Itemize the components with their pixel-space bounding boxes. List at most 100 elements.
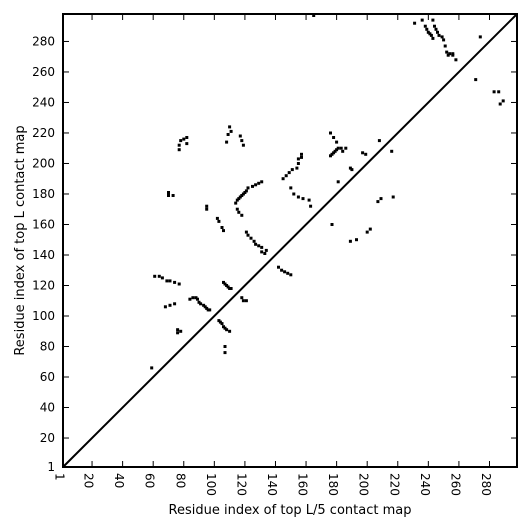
contact-point	[260, 245, 264, 249]
contact-point	[442, 38, 446, 42]
contact-point	[171, 194, 175, 197]
contact-point	[182, 137, 186, 141]
contact-point	[196, 297, 199, 301]
contact-point	[376, 200, 380, 204]
contact-point	[203, 305, 207, 309]
contact-point	[365, 230, 369, 234]
contact-point	[243, 191, 247, 194]
y-tick-label: 140	[32, 248, 55, 262]
contact-point	[257, 181, 261, 185]
contact-point	[300, 152, 303, 156]
contact-point	[244, 230, 248, 234]
contact-point	[281, 177, 285, 181]
contact-point	[225, 140, 229, 144]
plot-frame	[62, 13, 518, 468]
contact-point	[220, 322, 224, 326]
contact-point	[185, 142, 189, 146]
contact-point	[329, 131, 332, 135]
contact-point	[431, 36, 435, 40]
contact-points	[150, 14, 505, 370]
contact-point	[420, 18, 424, 22]
contact-point	[436, 30, 439, 34]
y-axis-title: Residue index of top L contact map	[13, 125, 28, 355]
x-tick-label: 40	[112, 473, 126, 488]
contact-point	[429, 33, 433, 37]
contact-point	[260, 250, 264, 254]
contact-point	[246, 186, 250, 190]
contact-point	[390, 149, 394, 153]
contact-point	[252, 239, 256, 243]
contact-point	[257, 244, 261, 248]
contact-point	[202, 303, 206, 307]
contact-point	[448, 52, 452, 56]
x-tick-label: 80	[173, 473, 187, 488]
contact-point	[289, 186, 293, 190]
x-tick-label: 140	[265, 473, 279, 496]
contact-point	[426, 30, 430, 34]
contact-point	[425, 27, 429, 31]
contact-point	[301, 197, 305, 201]
contact-point	[335, 140, 339, 144]
y-tick-label: 160	[32, 217, 55, 231]
contact-point	[240, 213, 244, 217]
x-tick-label: 260	[448, 473, 462, 496]
contact-point	[205, 204, 209, 208]
x-tick-label: 60	[143, 473, 157, 488]
contact-point	[348, 239, 352, 243]
contact-point	[241, 143, 245, 147]
y-tick-label: 40	[40, 401, 55, 415]
contact-point	[474, 78, 478, 82]
y-tick-label: 180	[32, 187, 55, 201]
y-tick-label: 60	[40, 370, 55, 384]
contact-point	[377, 139, 381, 143]
contact-point	[501, 99, 505, 103]
x-axis-title: Residue index of top L/5 contact map	[169, 503, 412, 518]
contact-point	[263, 252, 267, 255]
contact-point	[150, 366, 154, 370]
contact-point	[443, 44, 447, 48]
contact-point	[208, 308, 212, 312]
contact-point	[333, 149, 337, 153]
contact-point	[240, 296, 244, 300]
contact-point	[307, 198, 311, 202]
contact-point	[179, 139, 183, 143]
contact-point	[355, 238, 358, 242]
contact-point	[163, 305, 167, 309]
contact-point	[222, 229, 225, 233]
contact-point	[157, 274, 161, 278]
contact-point	[498, 102, 502, 106]
contact-point	[215, 216, 219, 220]
contact-point	[249, 236, 253, 240]
y-tick-label: 100	[32, 309, 55, 323]
contact-point	[364, 152, 368, 156]
contact-point	[497, 90, 501, 94]
contact-point	[240, 139, 244, 143]
contact-point	[368, 227, 372, 231]
contact-point	[492, 90, 496, 94]
y-tick-label: 200	[32, 156, 55, 170]
contact-point	[292, 192, 296, 196]
contact-point	[428, 32, 432, 36]
contact-point	[167, 191, 170, 194]
contact-point	[223, 351, 227, 355]
contact-point	[246, 233, 250, 237]
contact-point	[413, 21, 417, 25]
contact-point	[254, 242, 258, 246]
contact-point	[312, 14, 316, 17]
contact-point	[277, 265, 280, 269]
contact-point	[167, 194, 170, 197]
contact-point	[264, 248, 268, 252]
contact-point	[254, 183, 258, 187]
contact-point	[222, 280, 225, 284]
contact-point	[238, 134, 242, 138]
contact-point	[391, 195, 395, 199]
contact-point	[260, 180, 264, 184]
x-tick-label: 1	[53, 473, 67, 481]
contact-point	[234, 201, 238, 205]
contact-point	[217, 219, 221, 223]
contact-point	[173, 280, 177, 284]
contact-point	[176, 328, 180, 332]
x-tick-label: 100	[204, 473, 218, 496]
contact-point	[179, 329, 183, 333]
contact-point	[379, 197, 383, 201]
